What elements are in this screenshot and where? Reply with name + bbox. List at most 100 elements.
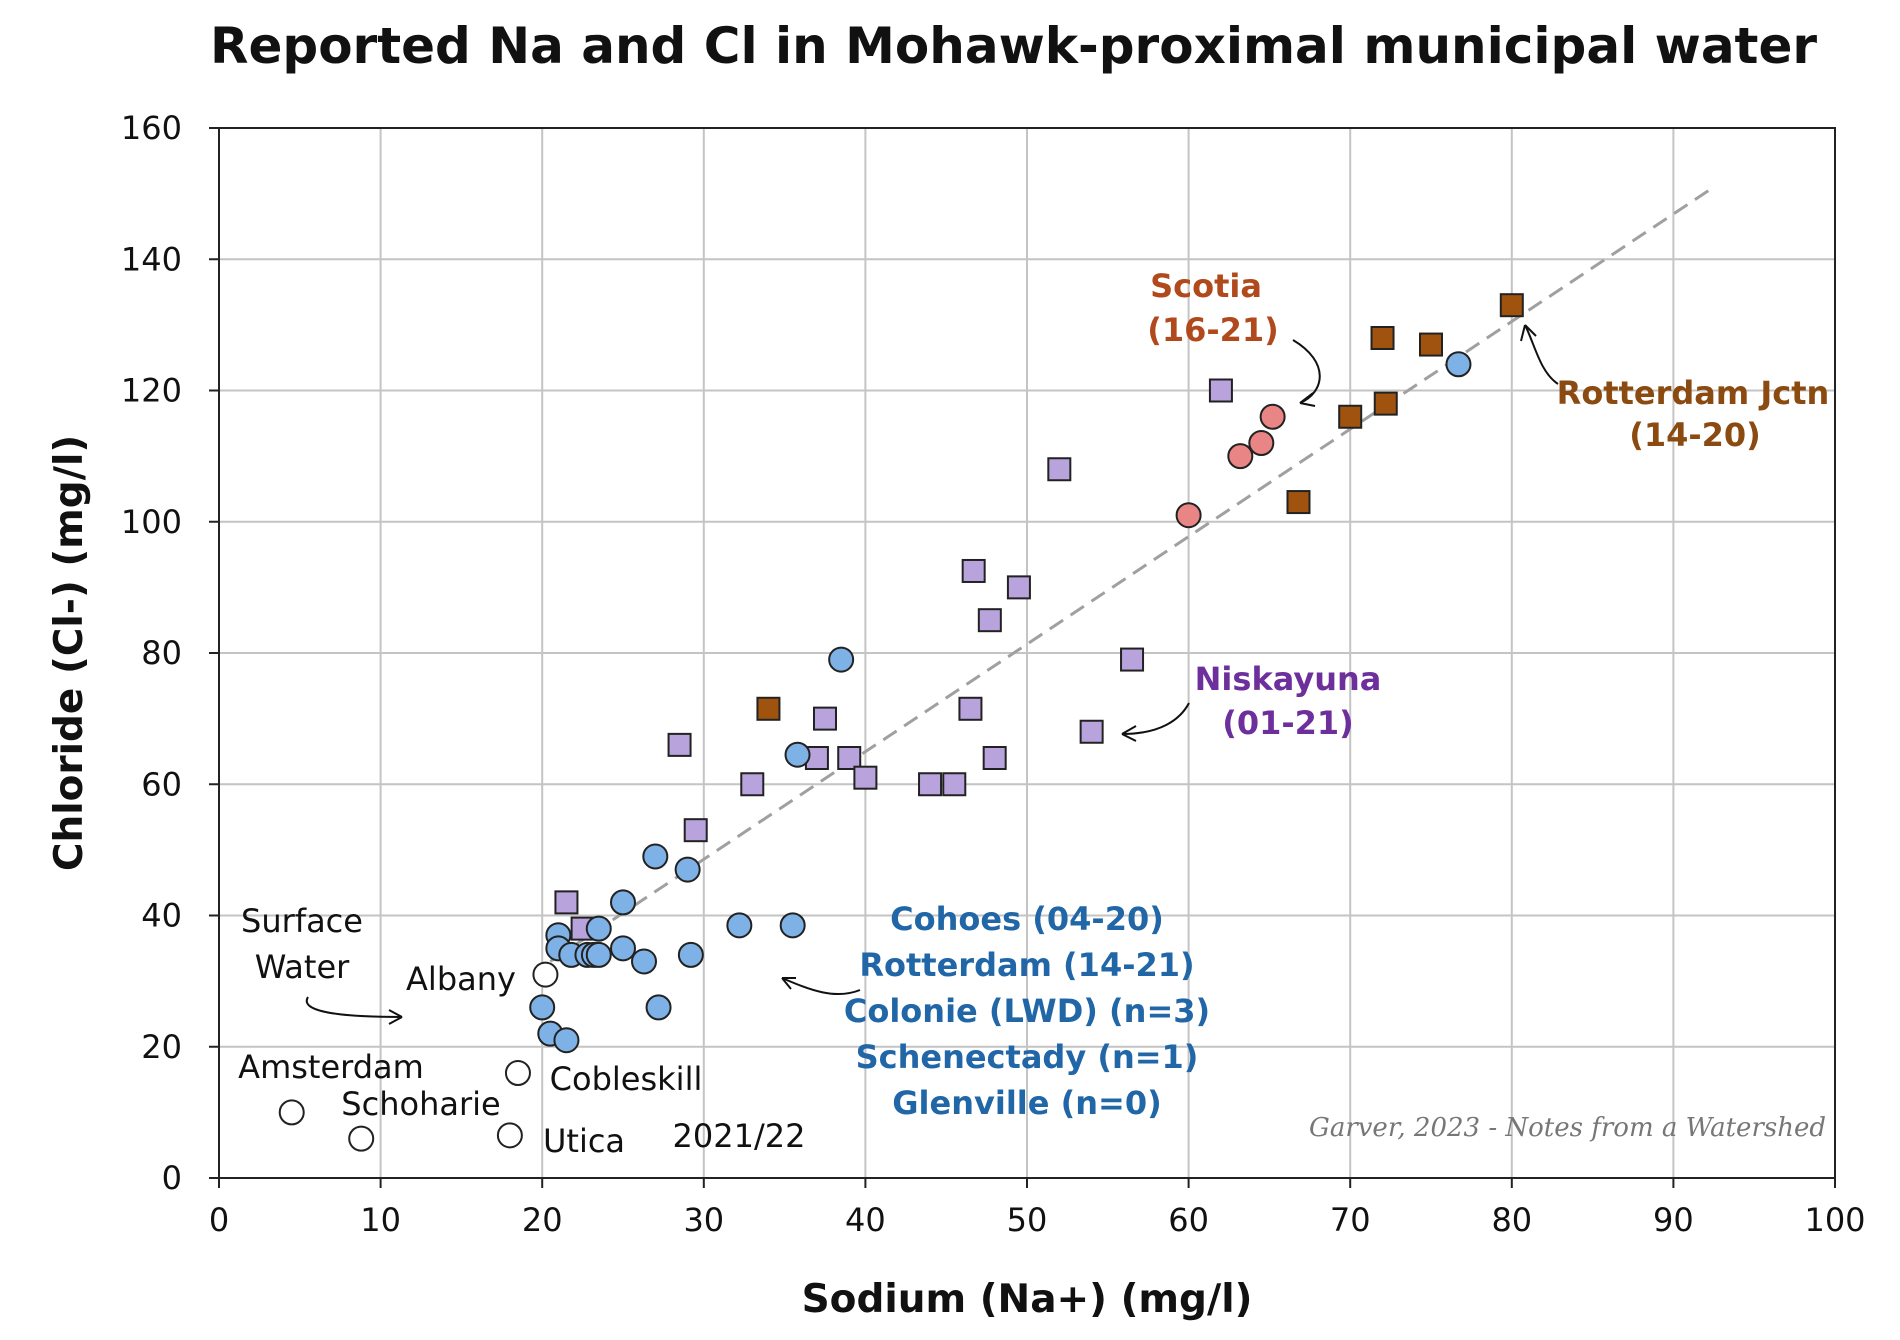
square-point — [942, 772, 967, 797]
scotia-years-label: (16-21) — [1147, 311, 1279, 349]
circle-point — [529, 994, 556, 1021]
circle-point — [610, 889, 636, 916]
circle-point — [642, 843, 669, 870]
circle-point — [779, 912, 806, 939]
square-point — [554, 890, 579, 915]
scotia-arrowhead — [1299, 392, 1316, 407]
cohoes-group-arrow — [781, 977, 861, 996]
circle-point — [631, 948, 658, 975]
square-point — [1373, 391, 1398, 416]
data-points — [278, 293, 1524, 1152]
annotation-arrows — [305, 324, 1559, 1025]
y-tick-label: 0 — [162, 1159, 182, 1197]
year-2021-22-label: 2021/22 — [673, 1117, 806, 1155]
x-tick-label: 60 — [1168, 1201, 1209, 1239]
circle-point — [553, 1027, 580, 1054]
rotterdam-jctn-arrowhead — [1520, 324, 1537, 342]
colonie-label: Colonie (LWD) (n=3) — [844, 992, 1210, 1030]
y-tick-label: 80 — [141, 634, 182, 672]
square-point — [740, 772, 765, 797]
x-tick-label: 50 — [1007, 1201, 1048, 1239]
circle-point — [585, 941, 612, 968]
chart-title: Reported Na and Cl in Mohawk-proximal mu… — [210, 17, 1817, 75]
surface-label: Surface — [241, 902, 363, 940]
square-point — [837, 746, 862, 770]
circle-point — [674, 856, 701, 883]
x-tick-label: 100 — [1804, 1201, 1865, 1239]
square-point — [1499, 293, 1524, 318]
square-point — [982, 746, 1007, 770]
square-point — [1338, 404, 1363, 429]
circle-point — [585, 915, 612, 942]
albany-label: Albany — [406, 960, 516, 998]
square-point — [977, 608, 1002, 633]
cobleskill-label: Cobleskill — [550, 1060, 703, 1098]
rotterdam-label: Rotterdam (14-21) — [859, 946, 1194, 984]
square-point — [667, 732, 692, 757]
circle-point — [504, 1060, 531, 1086]
trend-line — [549, 185, 1715, 963]
square-point — [1006, 575, 1031, 600]
circle-point — [645, 994, 672, 1021]
glenville-label: Glenville (n=0) — [892, 1084, 1161, 1122]
x-tick-label: 90 — [1653, 1201, 1694, 1239]
y-tick-label: 160 — [121, 109, 182, 147]
annotation-labels: Scotia (16-21) Rotterdam Jctn (14-20) Ni… — [238, 267, 1829, 1160]
square-point — [961, 558, 986, 583]
circle-point — [677, 941, 704, 968]
circle-point — [1445, 351, 1472, 378]
x-tick-label: 40 — [845, 1201, 886, 1239]
x-tick-label: 70 — [1330, 1201, 1371, 1239]
water-label: Water — [255, 948, 350, 986]
credit-text: Garver, 2023 - Notes from a Watershed — [1309, 1113, 1826, 1143]
x-tick-label: 20 — [522, 1201, 563, 1239]
cohoes-group-arrowhead — [781, 977, 796, 990]
circle-point — [784, 741, 811, 768]
square-point — [1208, 378, 1233, 403]
circle-point — [348, 1125, 375, 1152]
niskayuna-label: Niskayuna — [1195, 660, 1382, 698]
rotterdam-jctn-label: Rotterdam Jctn — [1557, 374, 1830, 412]
circle-point — [610, 935, 636, 962]
y-tick-label: 40 — [141, 897, 182, 935]
y-tick-label: 20 — [141, 1028, 182, 1066]
rotterdam-jctn-years-label: (14-20) — [1629, 416, 1761, 454]
schenectady-label: Schenectady (n=1) — [856, 1038, 1199, 1076]
square-point — [756, 696, 781, 721]
square-point — [958, 696, 983, 721]
y-axis-label: Chloride (Cl-) (mg/l) — [47, 435, 92, 871]
surface-water-arrow — [305, 996, 403, 1018]
circle-point — [278, 1099, 305, 1126]
x-tick-label: 10 — [360, 1201, 401, 1239]
x-tick-label: 80 — [1491, 1201, 1532, 1239]
circle-point — [828, 646, 855, 673]
y-tick-label: 60 — [141, 765, 182, 803]
circle-point — [1259, 403, 1286, 430]
x-tick-label: 30 — [683, 1201, 724, 1239]
surface-water-arrowhead — [388, 1009, 403, 1025]
cohoes-label: Cohoes (04-20) — [890, 900, 1164, 938]
scotia-label: Scotia — [1150, 267, 1262, 305]
circle-point — [726, 912, 753, 939]
y-axis-ticks: 0 20 40 60 80 100 120 140 160 — [121, 109, 219, 1197]
niskayuna-arrow — [1121, 702, 1190, 735]
square-point — [1370, 326, 1395, 350]
square-point — [1079, 719, 1104, 744]
niskayuna-arrowhead — [1121, 725, 1137, 742]
x-tick-label: 0 — [209, 1201, 229, 1239]
circle-point — [1175, 502, 1202, 529]
schoharie-label: Schoharie — [341, 1085, 500, 1123]
square-point — [1047, 457, 1072, 482]
x-axis-label: Sodium (Na+) (mg/l) — [802, 1277, 1253, 1322]
square-point — [1419, 332, 1443, 357]
square-point — [918, 772, 943, 797]
x-axis-ticks: 0 10 20 30 40 50 60 70 80 90 100 — [209, 1178, 1866, 1239]
circle-point — [532, 961, 559, 988]
square-point — [1286, 490, 1311, 515]
y-tick-label: 120 — [121, 372, 182, 410]
utica-label: Utica — [543, 1122, 625, 1160]
square-point — [683, 818, 708, 843]
niskayuna-years-label: (01-21) — [1222, 704, 1354, 742]
circle-point — [1227, 443, 1254, 470]
circle-point — [496, 1122, 523, 1149]
